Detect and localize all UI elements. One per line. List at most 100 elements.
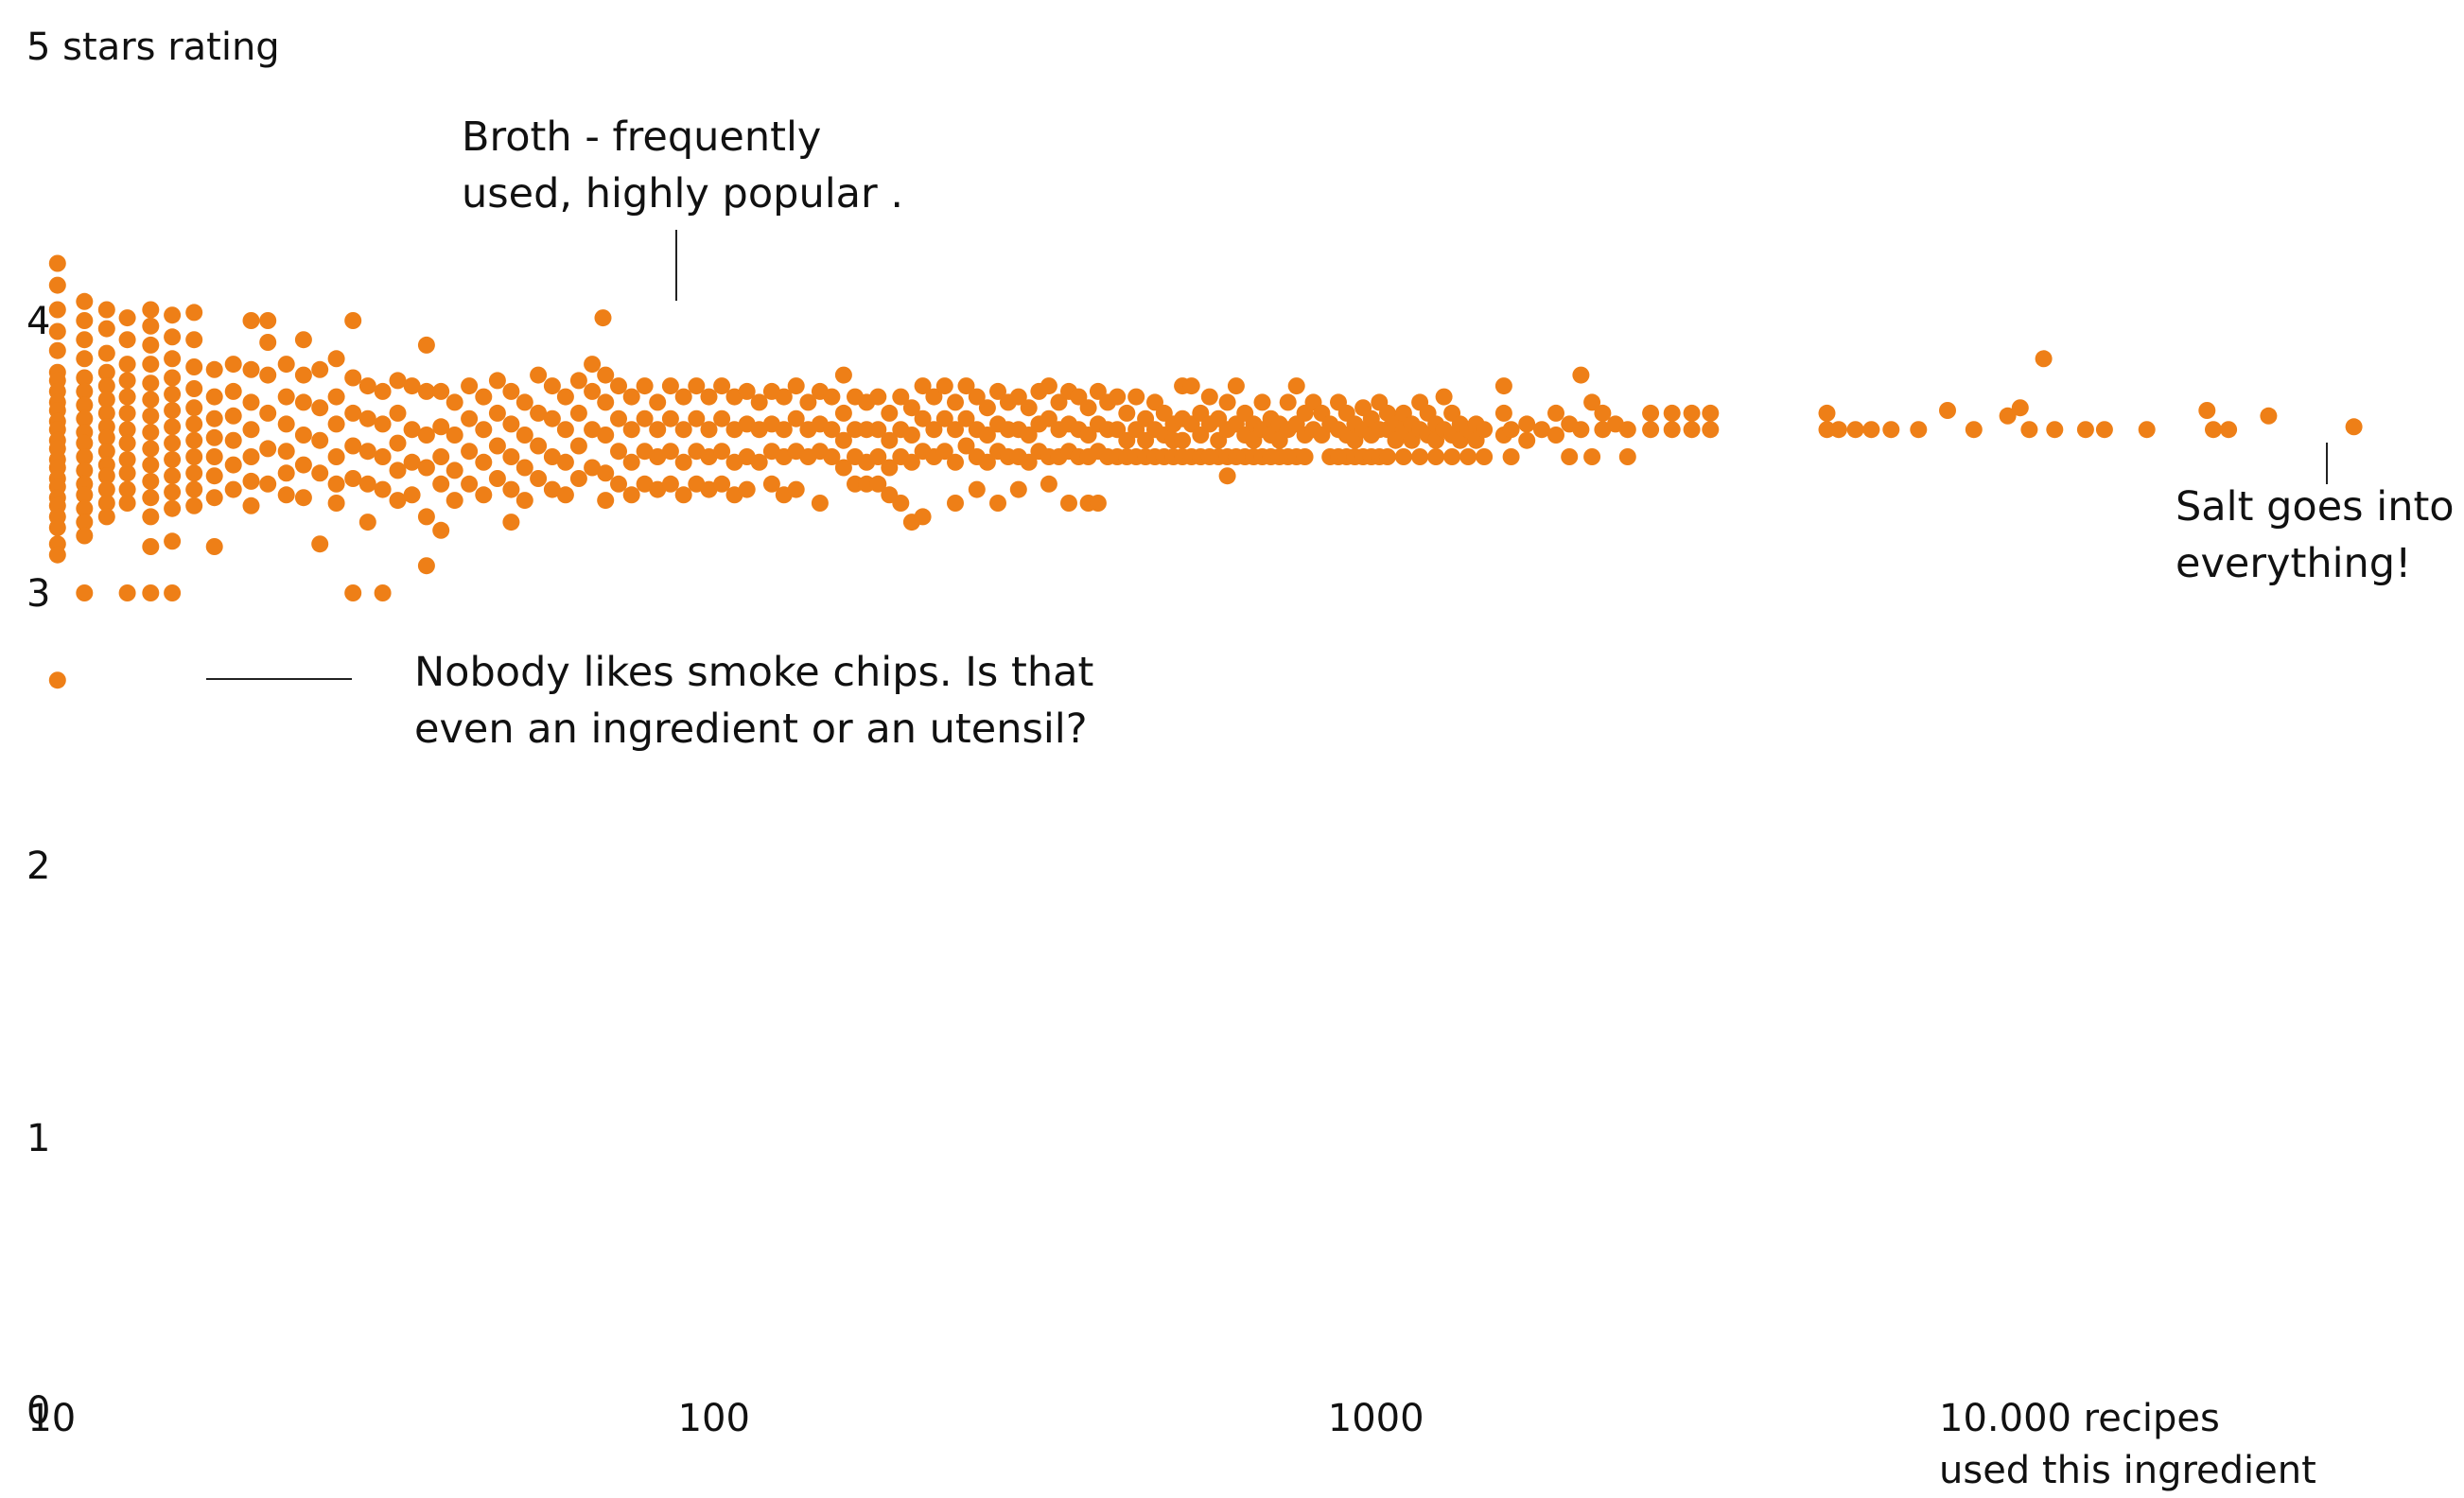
data-point (674, 388, 692, 406)
data-point (989, 495, 1006, 512)
salt-annotation: Salt goes into everything! (2176, 483, 2464, 587)
data-point (142, 424, 160, 442)
data-point (674, 421, 692, 439)
data-point (294, 489, 312, 507)
data-point (597, 427, 615, 444)
data-point (97, 377, 115, 395)
x-axis-title-line-1: 10.000 recipes (1939, 1397, 2220, 1440)
data-point (76, 499, 94, 517)
data-point (48, 301, 66, 319)
data-point (242, 448, 260, 465)
data-point (1009, 480, 1027, 498)
data-point (892, 388, 910, 406)
data-point (823, 448, 841, 465)
data-point (97, 428, 115, 446)
data-point (417, 459, 435, 477)
data-point (610, 443, 627, 461)
data-point (76, 396, 94, 414)
data-point (76, 434, 94, 452)
broth-annotation: Broth - frequently used, highly popular … (462, 113, 903, 218)
data-point (475, 486, 493, 504)
data-point (1910, 421, 1928, 439)
data-point (1218, 467, 1236, 485)
data-point (344, 470, 362, 487)
data-point (636, 409, 654, 427)
data-point (1040, 377, 1057, 395)
data-point (259, 334, 277, 351)
data-point (750, 393, 768, 411)
data-point (461, 409, 479, 427)
data-point (543, 409, 561, 427)
data-point (164, 467, 182, 485)
data-point (881, 459, 899, 477)
data-point (311, 464, 329, 482)
data-point (556, 486, 574, 504)
data-point (118, 464, 136, 482)
data-point (957, 409, 975, 427)
data-point (48, 276, 66, 294)
data-point (1020, 453, 1038, 471)
data-point (118, 372, 136, 390)
data-point (294, 393, 312, 411)
data-point (374, 415, 392, 433)
data-point (417, 382, 435, 400)
data-point (1494, 377, 1512, 395)
x-tick-label: 100 (678, 1397, 750, 1440)
data-point (185, 496, 203, 514)
data-point (1227, 377, 1245, 395)
data-point (142, 356, 160, 374)
data-point (502, 480, 520, 498)
data-point (205, 428, 223, 446)
data-point (205, 448, 223, 465)
data-point (902, 453, 920, 471)
data-point (1279, 393, 1297, 411)
data-point (48, 518, 66, 536)
data-point (597, 492, 615, 510)
data-point (185, 399, 203, 417)
data-point (259, 366, 277, 384)
data-point (1518, 415, 1536, 433)
data-point (516, 459, 533, 477)
data-point (205, 360, 223, 378)
data-point (1846, 421, 1864, 439)
data-point (1862, 421, 1880, 439)
data-point (947, 453, 964, 471)
data-point (584, 459, 602, 477)
data-point (259, 404, 277, 422)
data-point (914, 508, 932, 526)
data-point (205, 489, 223, 507)
data-point (700, 388, 718, 406)
data-point (892, 495, 910, 512)
data-point (461, 443, 479, 461)
data-point (1040, 409, 1057, 427)
data-point (622, 486, 640, 504)
data-point (935, 377, 953, 395)
data-point (164, 483, 182, 501)
data-point (488, 437, 506, 455)
data-point (834, 404, 852, 422)
data-point (327, 415, 345, 433)
data-point (1079, 399, 1097, 417)
data-point (569, 372, 587, 390)
data-point (164, 385, 182, 403)
data-point (97, 443, 115, 461)
data-point (2011, 399, 2029, 417)
data-point (597, 366, 615, 384)
data-point (446, 393, 463, 411)
data-point (142, 538, 160, 555)
data-point (1547, 427, 1564, 444)
data-point (1427, 448, 1445, 465)
data-point (2260, 407, 2278, 425)
data-point (713, 475, 731, 493)
data-point (925, 421, 943, 439)
data-point (1118, 404, 1136, 422)
data-point (164, 328, 182, 346)
data-point (1060, 495, 1077, 512)
data-point (344, 404, 362, 422)
data-point (277, 415, 295, 433)
data-point (118, 331, 136, 349)
data-point (1476, 421, 1494, 439)
data-point (1583, 448, 1601, 465)
data-point (636, 443, 654, 461)
data-point (344, 369, 362, 387)
